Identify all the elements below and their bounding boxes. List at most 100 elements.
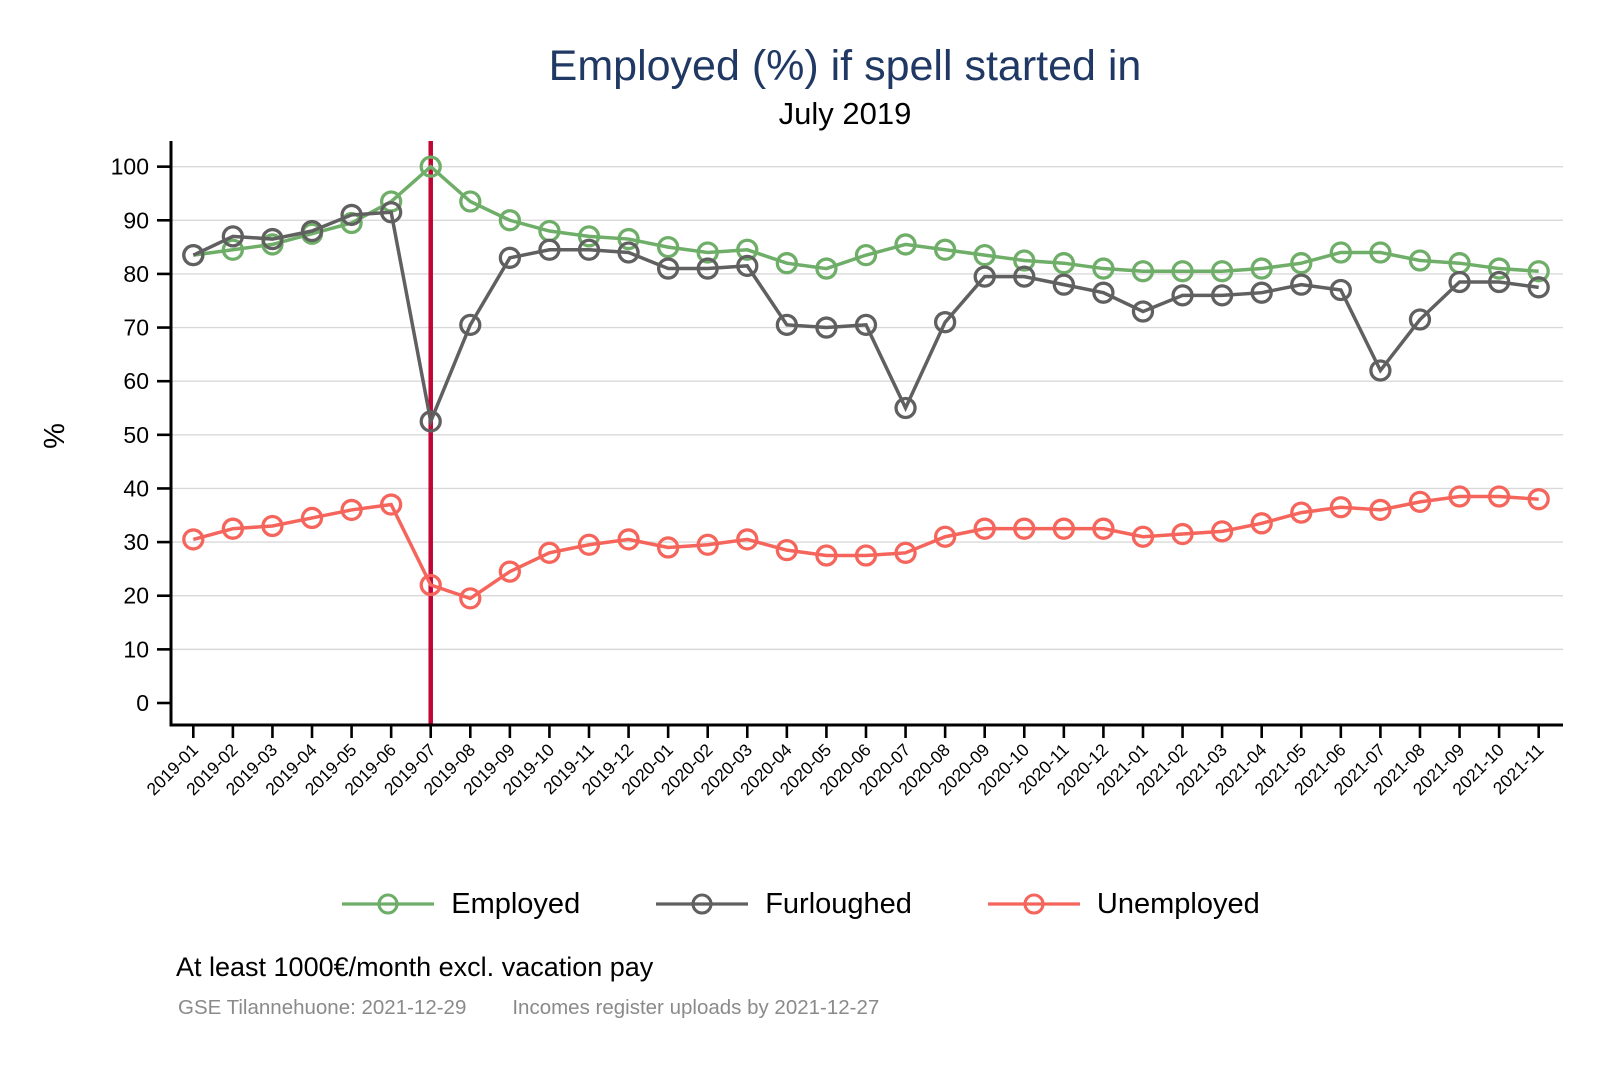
data-point-marker: [1013, 517, 1036, 540]
svg-text:30: 30: [123, 529, 149, 555]
source-left: GSE Tilannehuone: 2021-12-29: [178, 996, 467, 1019]
data-point-marker: [1131, 525, 1155, 548]
series-employed: [182, 155, 1550, 283]
data-point-marker: [1329, 241, 1352, 264]
data-point-marker: [894, 541, 917, 564]
legend-marker-icon: [342, 893, 435, 915]
data-point-marker: [1210, 520, 1234, 543]
data-point-marker: [656, 235, 680, 259]
data-point-marker: [221, 225, 245, 248]
chart-legend: Employed Furloughed Unemployed: [50, 876, 1550, 932]
data-point-marker: [1448, 485, 1471, 508]
series-unemployed: [182, 485, 1550, 610]
data-point-marker: [854, 243, 878, 267]
data-point-marker: [1052, 273, 1075, 296]
data-point-marker: [1092, 281, 1115, 304]
data-point-marker: [1210, 284, 1234, 307]
data-point-marker: [1052, 517, 1075, 540]
data-point-marker: [1448, 270, 1471, 294]
data-point-marker: [261, 514, 284, 538]
data-point-marker: [379, 201, 403, 224]
data-point-marker: [419, 573, 442, 597]
data-point-marker: [577, 238, 601, 261]
data-point-marker: [1290, 501, 1313, 524]
axes: [169, 141, 1563, 727]
legend-marker-icon: [656, 893, 749, 915]
data-point-marker: [736, 254, 759, 278]
data-point-marker: [696, 257, 719, 280]
data-point-marker: [617, 227, 640, 251]
data-point-marker: [1210, 260, 1234, 283]
data-point-marker: [1171, 522, 1194, 546]
data-point-marker: [1131, 260, 1155, 283]
data-point-marker: [1527, 260, 1550, 283]
data-point-marker: [1329, 278, 1352, 302]
data-point-marker: [340, 498, 363, 522]
series-line: [193, 164, 1539, 273]
data-point-marker: [379, 493, 403, 516]
svg-text:50: 50: [123, 422, 149, 448]
data-point-marker: [1092, 517, 1115, 540]
data-point-marker: [1408, 308, 1432, 331]
svg-text:100: 100: [111, 154, 149, 180]
data-point-marker: [933, 311, 957, 334]
data-point-marker: [1527, 488, 1550, 511]
data-point-marker: [261, 227, 284, 251]
data-point-marker: [973, 265, 996, 288]
chart-title: Employed (%) if spell started in: [548, 42, 1142, 90]
data-point-marker: [1250, 257, 1273, 280]
data-point-marker: [656, 536, 680, 559]
source-row: GSE Tilannehuone: 2021-12-29 Incomes reg…: [178, 996, 879, 1020]
data-point-marker: [1171, 284, 1194, 307]
data-point-marker: [300, 506, 324, 530]
data-point-marker: [933, 525, 957, 548]
data-point-marker: [1013, 265, 1036, 288]
series-line: [192, 494, 1539, 601]
data-point-marker: [815, 544, 838, 567]
data-point-marker: [577, 533, 601, 556]
data-point-marker: [182, 528, 205, 551]
data-point-marker: [696, 533, 719, 556]
legend-item-furloughed: Furloughed: [654, 888, 912, 921]
data-point-marker: [1487, 257, 1511, 280]
data-point-marker: [775, 538, 798, 562]
data-point-marker: [459, 587, 482, 610]
data-point-marker: [617, 528, 640, 551]
svg-text:80: 80: [123, 261, 149, 287]
data-point-marker: [221, 238, 245, 261]
data-point-marker: [1487, 485, 1511, 508]
series-furloughed: [182, 201, 1550, 433]
svg-text:40: 40: [123, 475, 149, 501]
data-point-marker: [538, 541, 561, 564]
data-point-marker: [498, 246, 522, 269]
data-point-marker: [973, 243, 996, 267]
data-point-marker: [182, 243, 205, 267]
svg-text:60: 60: [123, 368, 149, 394]
svg-text:70: 70: [123, 315, 149, 341]
legend-label: Furloughed: [765, 887, 912, 920]
svg-text:90: 90: [123, 207, 149, 233]
legend-marker-icon: [987, 893, 1080, 915]
data-point-marker: [577, 225, 601, 248]
data-point-marker: [538, 238, 561, 261]
data-point-marker: [854, 544, 878, 567]
data-point-marker: [1092, 257, 1115, 280]
data-point-marker: [1408, 490, 1432, 514]
data-point-marker: [696, 241, 719, 264]
data-point-marker: [1329, 496, 1352, 519]
data-point-marker: [419, 155, 442, 178]
data-point-marker: [1290, 252, 1313, 275]
data-point-marker: [1250, 281, 1273, 304]
svg-text:20: 20: [123, 583, 149, 609]
data-point-marker: [300, 219, 324, 243]
data-point-marker: [1052, 252, 1075, 275]
y-axis-labels: 0 10 20 30 40 50 60 70 80 90 100: [111, 154, 171, 716]
data-point-marker: [736, 238, 759, 261]
legend-item-employed: Employed: [340, 888, 580, 921]
data-point-marker: [459, 190, 482, 213]
data-point-marker: [1250, 512, 1273, 535]
data-point-marker: [1369, 498, 1392, 522]
data-point-marker: [340, 203, 363, 227]
data-point-marker: [815, 257, 838, 280]
